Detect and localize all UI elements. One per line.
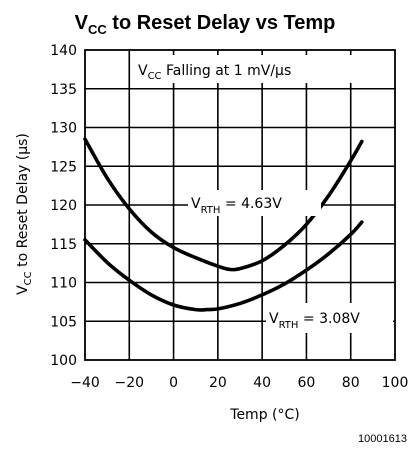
- chart-title: VCC to Reset Delay vs Temp: [75, 12, 336, 37]
- x-tick-labels: −40 −20 0 20 40 60 80 100: [70, 375, 408, 391]
- condition-label-background: [131, 55, 357, 83]
- x-tick-label: −40: [70, 375, 100, 391]
- x-axis-label: Temp (°C): [229, 407, 299, 423]
- series-line-vrth-4.63v: [83, 137, 364, 272]
- x-tick-label: 80: [342, 375, 360, 391]
- y-tick-label: 105: [50, 314, 77, 330]
- series-label-vrth-4.63v: VRTH = 4.63V: [191, 196, 282, 216]
- plot-frame: [84, 49, 396, 361]
- series-label-vrth-3.08v: VRTH = 3.08V: [269, 311, 360, 331]
- y-tick-label: 110: [50, 276, 77, 292]
- y-tick-label: 120: [50, 198, 77, 214]
- y-axis-label: VCC to Reset Delay (µs): [15, 133, 34, 295]
- y-tick-label: 130: [50, 121, 77, 137]
- x-tick-label: −20: [115, 375, 145, 391]
- x-tick-label: 20: [209, 375, 227, 391]
- series-line-vrth-3.08v: [83, 220, 364, 312]
- y-tick-label: 115: [50, 237, 77, 253]
- y-tick-label: 125: [50, 159, 77, 175]
- series-label-1-background: [266, 303, 393, 333]
- y-tick-label: 135: [50, 82, 77, 98]
- x-tick-label: 100: [382, 375, 409, 391]
- condition-label: VCC Falling at 1 mV/µs: [138, 63, 291, 82]
- x-tick-label: 0: [169, 375, 178, 391]
- figure-id: 10001613: [358, 433, 407, 445]
- series-label-0-background: [188, 190, 321, 216]
- y-tick-label: 140: [50, 43, 77, 59]
- x-tick-label: 40: [253, 375, 271, 391]
- x-tick-label: 60: [298, 375, 316, 391]
- y-tick-label: 100: [50, 353, 77, 369]
- y-tick-labels: 100 105 110 115 120 125 130 135 140: [50, 43, 77, 369]
